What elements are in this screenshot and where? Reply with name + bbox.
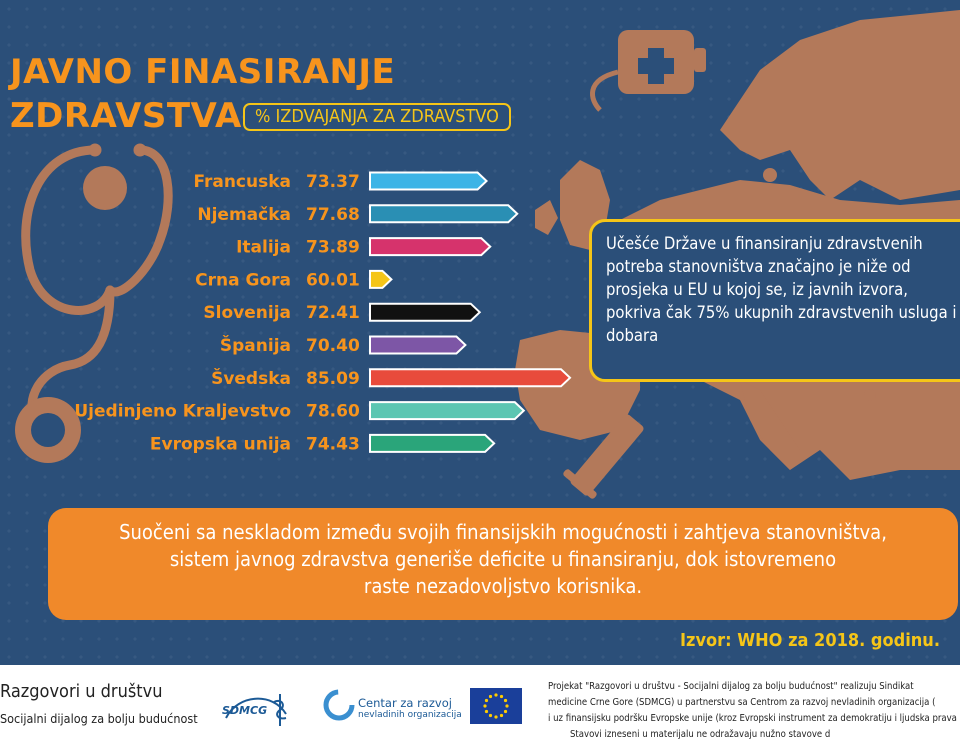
sdmcg-logo: SDMCG bbox=[222, 694, 287, 726]
bar bbox=[369, 204, 519, 224]
bar bbox=[369, 269, 393, 289]
footer-text-4: Stavovi izneseni u materijalu ne odražav… bbox=[570, 729, 831, 740]
eu-star bbox=[505, 704, 509, 708]
bar bbox=[369, 171, 489, 191]
bar bbox=[369, 302, 482, 322]
eu-star bbox=[483, 704, 487, 708]
eu-star bbox=[499, 713, 504, 718]
category-label: Njemačka bbox=[197, 205, 291, 225]
category-label: Francuska bbox=[193, 172, 291, 192]
source-note: Izvor: WHO za 2018. godinu. bbox=[680, 630, 940, 651]
eu-star bbox=[488, 694, 493, 699]
bar bbox=[369, 368, 572, 388]
summary-line-2: sistem javnog zdravstva generiše deficit… bbox=[169, 547, 837, 571]
category-label: Ujedinjeno Kraljevstvo bbox=[74, 402, 291, 422]
summary-line-3: raste nezadovoljstvo korisnika. bbox=[363, 574, 643, 598]
value-label: 74.43 bbox=[306, 434, 360, 454]
category-label: Švedska bbox=[211, 367, 291, 389]
value-label: 77.68 bbox=[306, 205, 360, 225]
bar bbox=[369, 335, 467, 355]
value-label: 60.01 bbox=[306, 270, 360, 290]
footer-text-3: i uz finansijsku podršku Evropske unije … bbox=[548, 713, 960, 724]
eu-star bbox=[484, 709, 489, 714]
sdmcg-logo-text: SDMCG bbox=[222, 704, 267, 717]
eu-star bbox=[494, 693, 498, 697]
bar bbox=[369, 237, 492, 257]
value-label: 78.60 bbox=[306, 402, 360, 422]
footer-text-2: medicine Crne Gore (SDMCG) u partnerstvu… bbox=[548, 697, 936, 708]
category-label: Slovenija bbox=[203, 303, 291, 323]
eu-flag-icon bbox=[470, 688, 522, 724]
syringe-icon bbox=[563, 386, 644, 499]
page-title-line2: ZDRAVSTVA bbox=[10, 96, 242, 136]
stethoscope-icon bbox=[21, 143, 173, 425]
category-label: Evropska unija bbox=[150, 434, 291, 454]
value-label: 85.09 bbox=[306, 369, 360, 389]
category-label: Italija bbox=[236, 238, 291, 258]
eu-star bbox=[488, 713, 493, 718]
value-label: 72.41 bbox=[306, 303, 360, 323]
infusion-bag-icon bbox=[590, 30, 706, 112]
value-label: 70.40 bbox=[306, 336, 360, 356]
bar-chart: Francuska 73.37 Njemačka 77.68 Italija 73.89 C… bbox=[74, 171, 572, 454]
value-label: 73.89 bbox=[306, 238, 360, 258]
eu-star bbox=[484, 698, 489, 703]
value-label: 73.37 bbox=[306, 172, 360, 192]
cnvo-logo bbox=[323, 689, 355, 721]
eu-star bbox=[494, 715, 498, 719]
bar bbox=[369, 401, 526, 421]
project-name: Razgovori u društvu bbox=[0, 681, 163, 702]
page-title-line1: JAVNO FINASIRANJE bbox=[10, 52, 396, 92]
cnvo-subname: nevladinih organizacija bbox=[358, 710, 462, 720]
summary-line-1: Suočeni sa neskladom između svojih finan… bbox=[119, 520, 887, 544]
footer-text-1: Projekat "Razgovori u društvu - Socijaln… bbox=[548, 681, 914, 692]
eu-star bbox=[499, 694, 504, 699]
bar bbox=[369, 433, 496, 453]
category-label: Crna Gora bbox=[195, 270, 291, 290]
chart-subtitle: % IZDVAJANJA ZA ZDRAVSTVO bbox=[243, 103, 511, 131]
category-label: Španija bbox=[220, 334, 291, 356]
summary-box: Suočeni sa neskladom između svojih finan… bbox=[48, 508, 958, 620]
eu-star bbox=[503, 698, 508, 703]
cnvo-name: Centar za razvoj bbox=[358, 696, 452, 710]
project-subtitle: Socijalni dijalog za bolju budućnost bbox=[0, 711, 198, 726]
eu-star bbox=[503, 709, 508, 714]
infographic-panel: JAVNO FINASIRANJE ZDRAVSTVA % IZDVAJANJA… bbox=[0, 0, 960, 665]
info-box: Učešće Države u finansiranju zdravstveni… bbox=[589, 219, 960, 382]
